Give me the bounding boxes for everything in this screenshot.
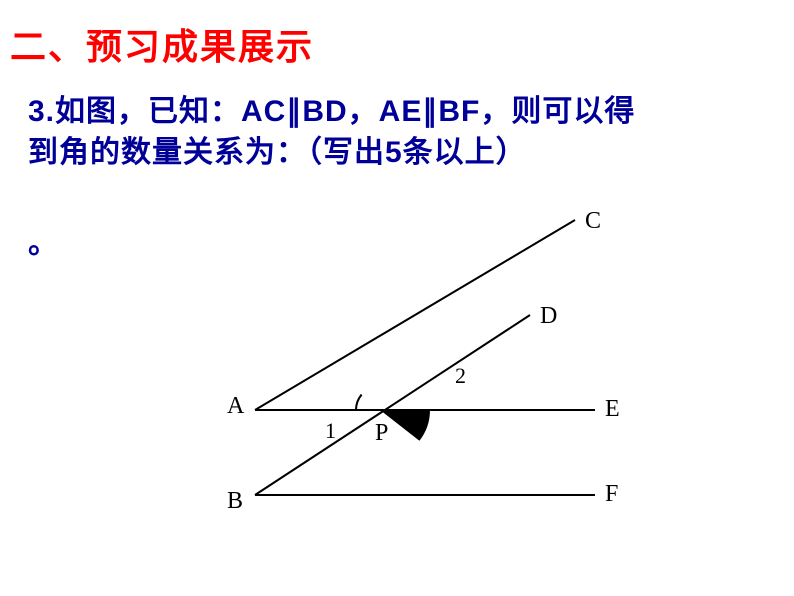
svg-text:D: D (540, 303, 557, 329)
svg-text:C: C (585, 210, 601, 234)
geometry-diagram: A B C D E F P 1 2 (195, 210, 645, 540)
svg-text:F: F (605, 481, 618, 507)
question-text: 3.如图，已知：AC∥BD，AE∥BF，则可以得 到角的数量关系为：（写出5条以… (0, 70, 794, 173)
svg-text:1: 1 (325, 418, 336, 443)
svg-text:A: A (227, 393, 245, 419)
diagram-svg: A B C D E F P 1 2 (195, 210, 645, 540)
svg-text:E: E (605, 396, 620, 422)
svg-text:2: 2 (455, 363, 466, 388)
section-title: 二、预习成果展示 (0, 0, 794, 70)
question-line-1: 3.如图，已知：AC∥BD，AE∥BF，则可以得 (28, 95, 635, 128)
question-line-2: 到角的数量关系为：（写出5条以上） (28, 136, 527, 169)
svg-text:B: B (227, 488, 243, 514)
svg-text:P: P (375, 420, 388, 446)
